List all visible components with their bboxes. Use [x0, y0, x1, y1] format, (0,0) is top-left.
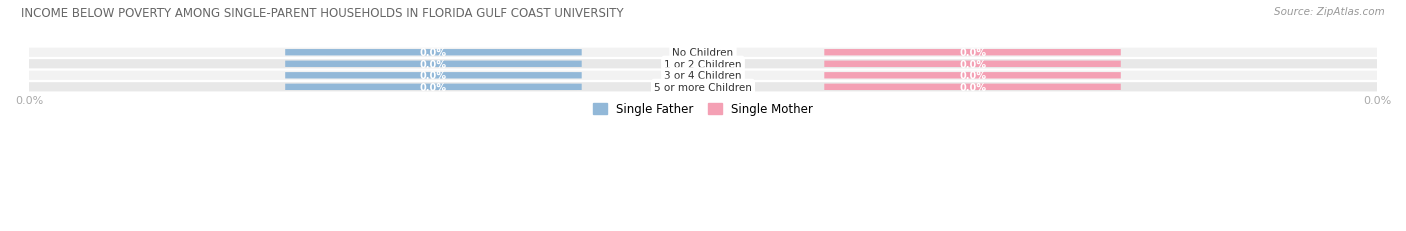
- FancyBboxPatch shape: [824, 61, 1121, 68]
- Text: 3 or 4 Children: 3 or 4 Children: [664, 71, 742, 81]
- Text: 0.0%: 0.0%: [959, 60, 986, 70]
- FancyBboxPatch shape: [285, 84, 582, 91]
- Text: INCOME BELOW POVERTY AMONG SINGLE-PARENT HOUSEHOLDS IN FLORIDA GULF COAST UNIVER: INCOME BELOW POVERTY AMONG SINGLE-PARENT…: [21, 7, 624, 20]
- FancyBboxPatch shape: [0, 60, 1406, 69]
- Text: 0.0%: 0.0%: [959, 82, 986, 92]
- FancyBboxPatch shape: [285, 61, 582, 68]
- Text: 0.0%: 0.0%: [959, 71, 986, 81]
- Text: Source: ZipAtlas.com: Source: ZipAtlas.com: [1274, 7, 1385, 17]
- Text: 0.0%: 0.0%: [959, 48, 986, 58]
- Legend: Single Father, Single Mother: Single Father, Single Mother: [593, 103, 813, 116]
- FancyBboxPatch shape: [285, 73, 582, 79]
- Text: 1 or 2 Children: 1 or 2 Children: [664, 60, 742, 70]
- FancyBboxPatch shape: [285, 50, 582, 56]
- Text: 0.0%: 0.0%: [420, 60, 447, 70]
- Text: No Children: No Children: [672, 48, 734, 58]
- Text: 5 or more Children: 5 or more Children: [654, 82, 752, 92]
- FancyBboxPatch shape: [0, 71, 1406, 81]
- FancyBboxPatch shape: [824, 73, 1121, 79]
- FancyBboxPatch shape: [824, 50, 1121, 56]
- FancyBboxPatch shape: [824, 84, 1121, 91]
- Text: 0.0%: 0.0%: [420, 82, 447, 92]
- FancyBboxPatch shape: [0, 49, 1406, 58]
- Text: 0.0%: 0.0%: [420, 48, 447, 58]
- Text: 0.0%: 0.0%: [420, 71, 447, 81]
- FancyBboxPatch shape: [0, 83, 1406, 92]
